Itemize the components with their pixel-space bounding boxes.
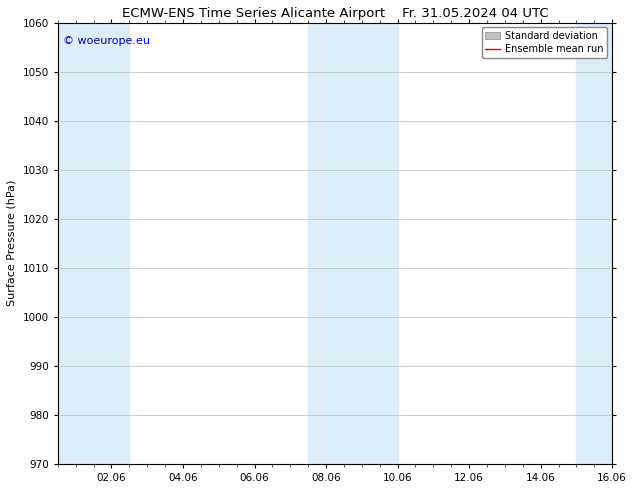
Y-axis label: Surface Pressure (hPa): Surface Pressure (hPa) <box>7 180 17 306</box>
Bar <box>58 23 129 464</box>
Bar <box>576 23 612 464</box>
Title: ECMW-ENS Time Series Alicante Airport    Fr. 31.05.2024 04 UTC: ECMW-ENS Time Series Alicante Airport Fr… <box>122 7 548 20</box>
Text: © woeurope.eu: © woeurope.eu <box>63 36 150 46</box>
Bar <box>308 23 398 464</box>
Legend: Standard deviation, Ensemble mean run: Standard deviation, Ensemble mean run <box>482 27 607 58</box>
